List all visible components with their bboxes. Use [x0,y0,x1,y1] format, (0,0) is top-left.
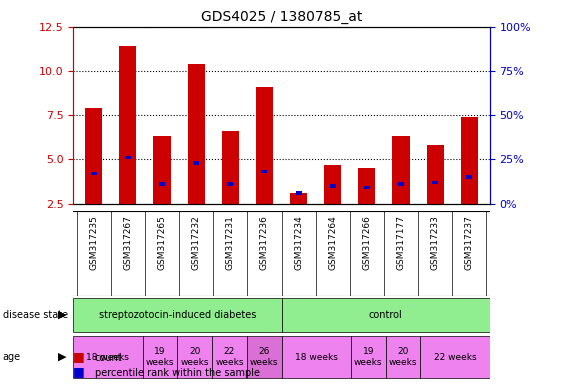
Text: control: control [369,310,403,320]
Bar [282,336,351,378]
Text: ■: ■ [73,365,85,378]
Bar [177,336,212,378]
Text: GSM317267: GSM317267 [123,215,132,270]
Bar [290,193,307,204]
Bar [212,336,247,378]
Bar [421,336,490,378]
Text: 22 weeks: 22 weeks [434,353,476,362]
Text: GSM317264: GSM317264 [328,215,337,270]
Text: 19
weeks: 19 weeks [146,348,174,367]
Bar [222,131,239,204]
Text: ■: ■ [73,350,85,363]
Bar [154,136,171,204]
Bar [159,182,165,186]
Text: 19
weeks: 19 weeks [354,348,382,367]
Bar [142,336,177,378]
Text: ▶: ▶ [57,310,66,320]
Text: 20
weeks: 20 weeks [181,348,209,367]
Bar [91,172,97,175]
Bar [227,182,233,186]
Text: GSM317237: GSM317237 [465,215,474,270]
Bar [73,336,142,378]
Bar [85,108,102,204]
Text: GSM317234: GSM317234 [294,215,303,270]
Bar [119,46,136,204]
Text: GSM317231: GSM317231 [226,215,235,270]
Bar [73,298,282,332]
Bar [461,117,478,204]
Bar [247,336,282,378]
Bar [466,175,472,179]
Text: GSM317233: GSM317233 [431,215,440,270]
Bar [296,191,302,195]
Text: ▶: ▶ [57,352,66,362]
Text: count: count [95,353,122,363]
Text: 26
weeks: 26 weeks [250,348,278,367]
Bar [386,336,421,378]
Bar [256,87,273,204]
Bar [187,64,205,204]
Title: GDS4025 / 1380785_at: GDS4025 / 1380785_at [201,10,362,25]
Bar [125,156,131,159]
Text: percentile rank within the sample: percentile rank within the sample [95,368,260,378]
Text: age: age [3,352,21,362]
Bar [324,165,341,204]
Text: GSM317177: GSM317177 [396,215,405,270]
Text: GSM317265: GSM317265 [158,215,167,270]
Text: 18 weeks: 18 weeks [87,353,129,362]
Bar [432,180,438,184]
Bar [261,170,267,174]
Text: 20
weeks: 20 weeks [389,348,417,367]
Bar [427,145,444,204]
Bar [398,182,404,186]
Bar [351,336,386,378]
Text: GSM317266: GSM317266 [363,215,372,270]
Bar [364,186,370,189]
Text: GSM317232: GSM317232 [191,215,200,270]
Text: 22
weeks: 22 weeks [215,348,244,367]
Text: disease state: disease state [3,310,68,320]
Bar [282,298,490,332]
Text: streptozotocin-induced diabetes: streptozotocin-induced diabetes [99,310,256,320]
Text: GSM317235: GSM317235 [89,215,98,270]
Bar [330,184,336,188]
Bar [193,161,199,165]
Bar [358,168,376,204]
Bar [392,136,409,204]
Text: GSM317236: GSM317236 [260,215,269,270]
Text: 18 weeks: 18 weeks [295,353,338,362]
